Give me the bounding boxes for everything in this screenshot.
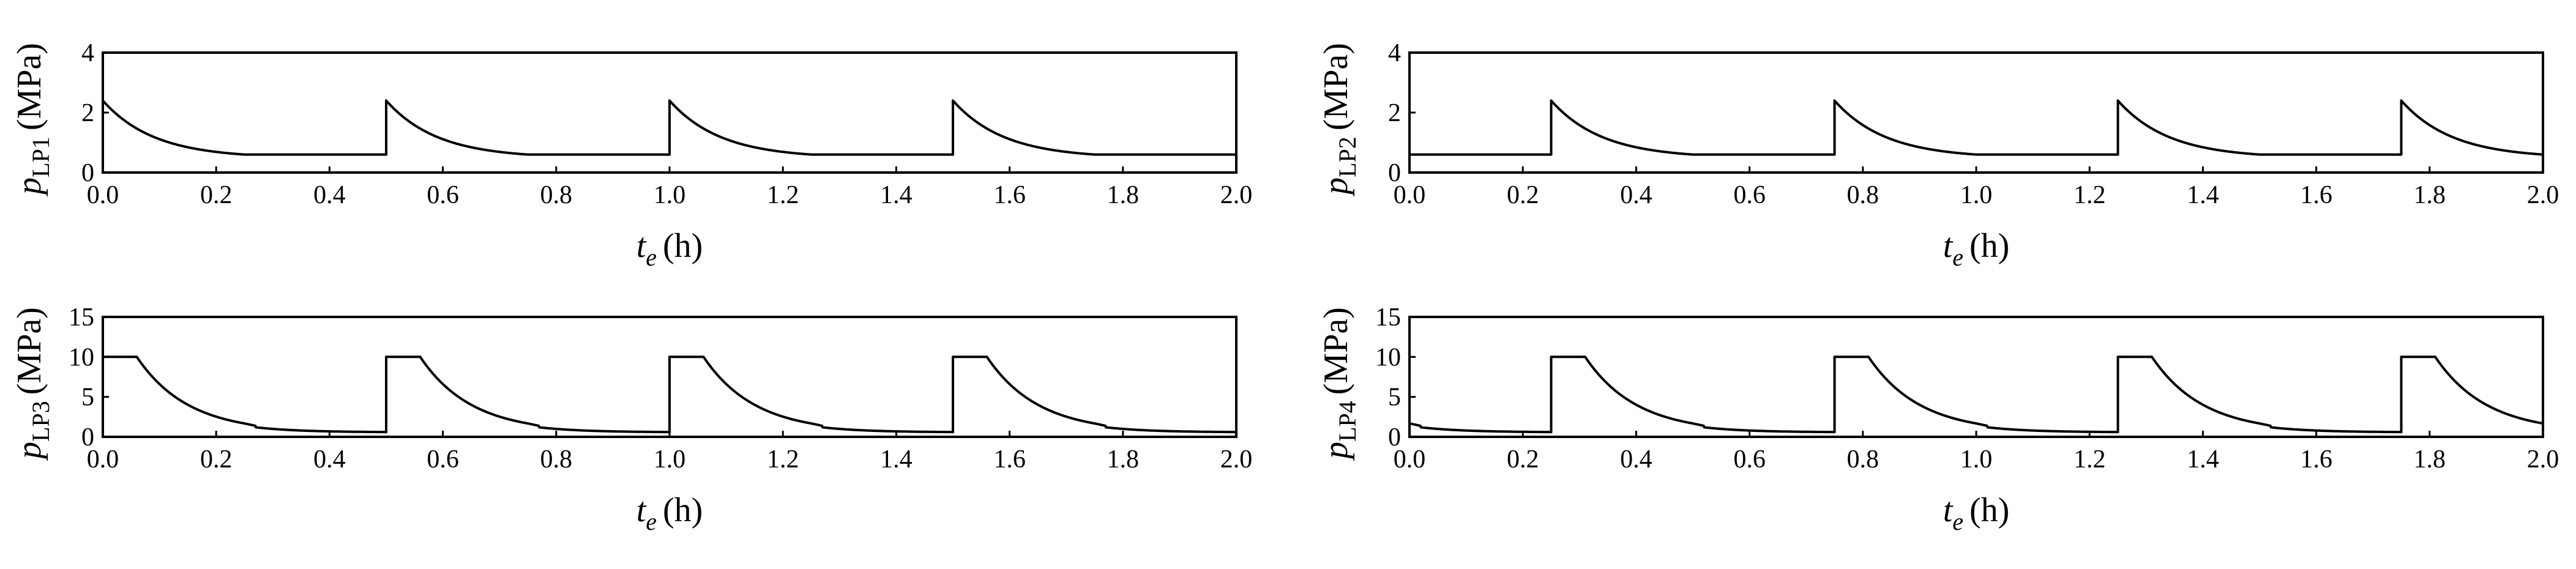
x-tick-label: 0.6 <box>1733 181 1766 209</box>
y-tick-label: 0 <box>1388 159 1401 187</box>
plot-frame <box>1408 316 2544 438</box>
x-axis-label: te (h) <box>1943 491 2010 535</box>
x-tick-label: 0.8 <box>540 445 573 474</box>
x-tick-label: 1.2 <box>767 445 799 474</box>
x-tick-label: 1.0 <box>654 181 686 209</box>
y-tick-label: 4 <box>1388 39 1401 67</box>
x-tick-label: 1.8 <box>2414 181 2446 209</box>
x-tick-label: 0.8 <box>1847 445 1880 474</box>
x-tick-label: 1.4 <box>880 181 913 209</box>
x-tick-label: 0.4 <box>313 445 346 474</box>
x-tick-label: 0.8 <box>540 181 573 209</box>
x-tick-label: 2.0 <box>1220 181 1253 209</box>
x-tick-label: 0.2 <box>1507 445 1539 474</box>
x-tick-label: 0.6 <box>427 181 459 209</box>
x-axis-label: te (h) <box>1943 227 2010 271</box>
x-tick-label: 0.0 <box>87 181 119 209</box>
x-tick-label: 2.0 <box>1220 445 1253 474</box>
chart-panel-bottom-right: 0.0 0.2 0.4 0.6 0.8 1.0 1.2 1.4 1.6 1.8 2.0 0 5 10 15 t… <box>1317 303 2559 535</box>
x-tick-label: 1.6 <box>993 181 1026 209</box>
y-tick-label: 5 <box>1388 384 1401 412</box>
y-tick-label: 15 <box>69 303 94 332</box>
y-tick-label: 15 <box>1375 303 1401 332</box>
y-axis-label: pLP3(MPa) <box>10 307 54 461</box>
x-tick-label: 2.0 <box>2527 445 2559 474</box>
series-line-lp3 <box>102 355 1238 434</box>
x-tick-label: 1.4 <box>2187 181 2219 209</box>
x-tick-label: 0.0 <box>87 445 119 474</box>
y-tick-label: 10 <box>1375 343 1401 371</box>
x-tick-label: 1.6 <box>2300 445 2332 474</box>
x-tick-label: 0.4 <box>1620 445 1652 474</box>
chart-panel-top-left: 0.0 0.2 0.4 0.6 0.8 1.0 1.2 1.4 1.6 1.8 2.0 0 2 4 te (h… <box>10 39 1252 271</box>
x-tick-label: 0.0 <box>1394 445 1426 474</box>
x-tick-label: 1.2 <box>2074 181 2106 209</box>
y-tick-label: 2 <box>1388 99 1401 127</box>
x-tick-label: 1.4 <box>880 445 913 474</box>
x-tick-label: 1.0 <box>1960 445 1993 474</box>
x-tick-label: 0.2 <box>200 181 233 209</box>
y-tick-label: 2 <box>81 99 94 127</box>
x-tick-label: 1.0 <box>654 445 686 474</box>
chart-panel-bottom-left: 0.0 0.2 0.4 0.6 0.8 1.0 1.2 1.4 1.6 1.8 2.0 0 5 10 15 t… <box>10 303 1252 535</box>
x-tick-label: 1.8 <box>1107 181 1140 209</box>
x-tick-label: 0.6 <box>1733 445 1766 474</box>
y-tick-label: 10 <box>69 343 94 371</box>
x-tick-label: 1.8 <box>2414 445 2446 474</box>
y-tick-label: 0 <box>1388 423 1401 452</box>
x-tick-label: 0.4 <box>1620 181 1652 209</box>
x-tick-label: 1.0 <box>1960 181 1993 209</box>
x-tick-label: 1.2 <box>767 181 799 209</box>
x-axis-label: te (h) <box>637 491 703 535</box>
y-tick-label: 4 <box>81 39 94 67</box>
series-line-lp1 <box>102 99 1238 156</box>
x-tick-label: 1.6 <box>2300 181 2332 209</box>
y-tick-label: 5 <box>81 384 94 412</box>
x-tick-label: 0.2 <box>1507 181 1539 209</box>
series-line-lp2 <box>1408 99 2544 156</box>
x-tick-label: 0.4 <box>313 181 346 209</box>
x-tick-label: 0.0 <box>1394 181 1426 209</box>
x-tick-label: 1.4 <box>2187 445 2219 474</box>
x-tick-label: 1.6 <box>993 445 1026 474</box>
y-axis-label: pLP1(MPa) <box>10 43 54 197</box>
x-tick-label: 0.2 <box>200 445 233 474</box>
y-axis-label: pLP4(MPa) <box>1317 307 1361 461</box>
y-tick-label: 0 <box>81 159 94 187</box>
x-tick-label: 0.6 <box>427 445 459 474</box>
x-tick-label: 0.8 <box>1847 181 1880 209</box>
y-tick-label: 0 <box>81 423 94 452</box>
series-line-lp4 <box>1408 355 2544 434</box>
x-tick-label: 1.8 <box>1107 445 1140 474</box>
chart-panel-top-right: 0.0 0.2 0.4 0.6 0.8 1.0 1.2 1.4 1.6 1.8 2.0 0 2 4 te (h… <box>1317 39 2559 271</box>
x-tick-label: 2.0 <box>2527 181 2559 209</box>
x-axis-label: te (h) <box>637 227 703 271</box>
y-axis-label: pLP2(MPa) <box>1317 43 1361 197</box>
x-tick-label: 1.2 <box>2074 445 2106 474</box>
